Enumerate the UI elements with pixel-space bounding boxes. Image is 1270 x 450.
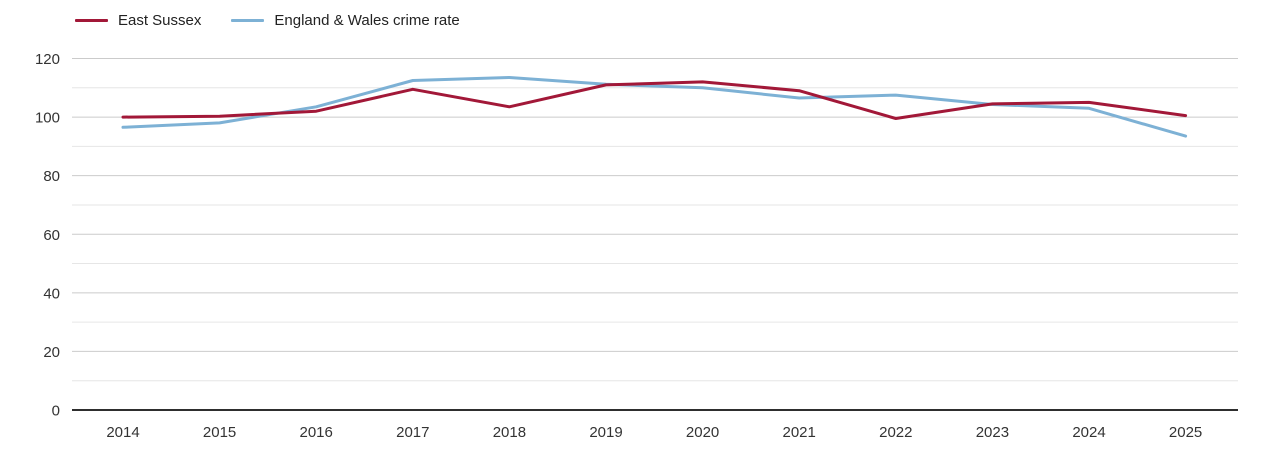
major-gridlines <box>72 58 1238 352</box>
series-line-england-wales-crime-rate <box>121 76 1188 138</box>
x-axis-labels: 2014 2015 2016 2017 2018 2019 2020 2021 2022 2023… <box>106 424 1202 441</box>
y-tick-label: 0 <box>52 403 60 420</box>
y-tick-label: 60 <box>43 227 60 244</box>
y-tick-label: 40 <box>43 285 60 302</box>
x-tick-label: 2019 <box>589 424 622 441</box>
x-tick-label: 2015 <box>203 424 236 441</box>
x-tick-label: 2024 <box>1072 424 1105 441</box>
east-sussex-line-swatch <box>75 19 108 22</box>
legend-label-england-wales: England & Wales crime rate <box>274 12 460 29</box>
chart-legend: East Sussex England & Wales crime rate <box>75 12 460 29</box>
x-tick-label: 2018 <box>493 424 526 441</box>
minor-gridlines <box>72 87 1238 382</box>
x-tick-label: 2023 <box>976 424 1009 441</box>
england-wales-line-swatch <box>231 19 265 22</box>
legend-label-east-sussex: East Sussex <box>118 12 202 29</box>
legend-item-england-wales[interactable]: England & Wales crime rate <box>231 12 460 29</box>
x-tick-label: 2022 <box>879 424 912 441</box>
x-tick-label: 2025 <box>1169 424 1202 441</box>
series-line-east-sussex <box>121 80 1188 120</box>
x-tick-label: 2020 <box>686 424 719 441</box>
x-tick-label: 2016 <box>300 424 333 441</box>
y-axis-labels: 0 20 40 60 80 100 120 <box>35 51 60 420</box>
y-tick-label: 80 <box>43 168 60 185</box>
legend-item-east-sussex[interactable]: East Sussex <box>75 12 201 29</box>
x-tick-label: 2017 <box>396 424 429 441</box>
y-tick-label: 120 <box>35 51 60 68</box>
y-tick-label: 100 <box>35 110 60 127</box>
x-tick-label: 2014 <box>106 424 139 441</box>
y-tick-label: 20 <box>43 344 60 361</box>
x-tick-label: 2021 <box>783 424 816 441</box>
